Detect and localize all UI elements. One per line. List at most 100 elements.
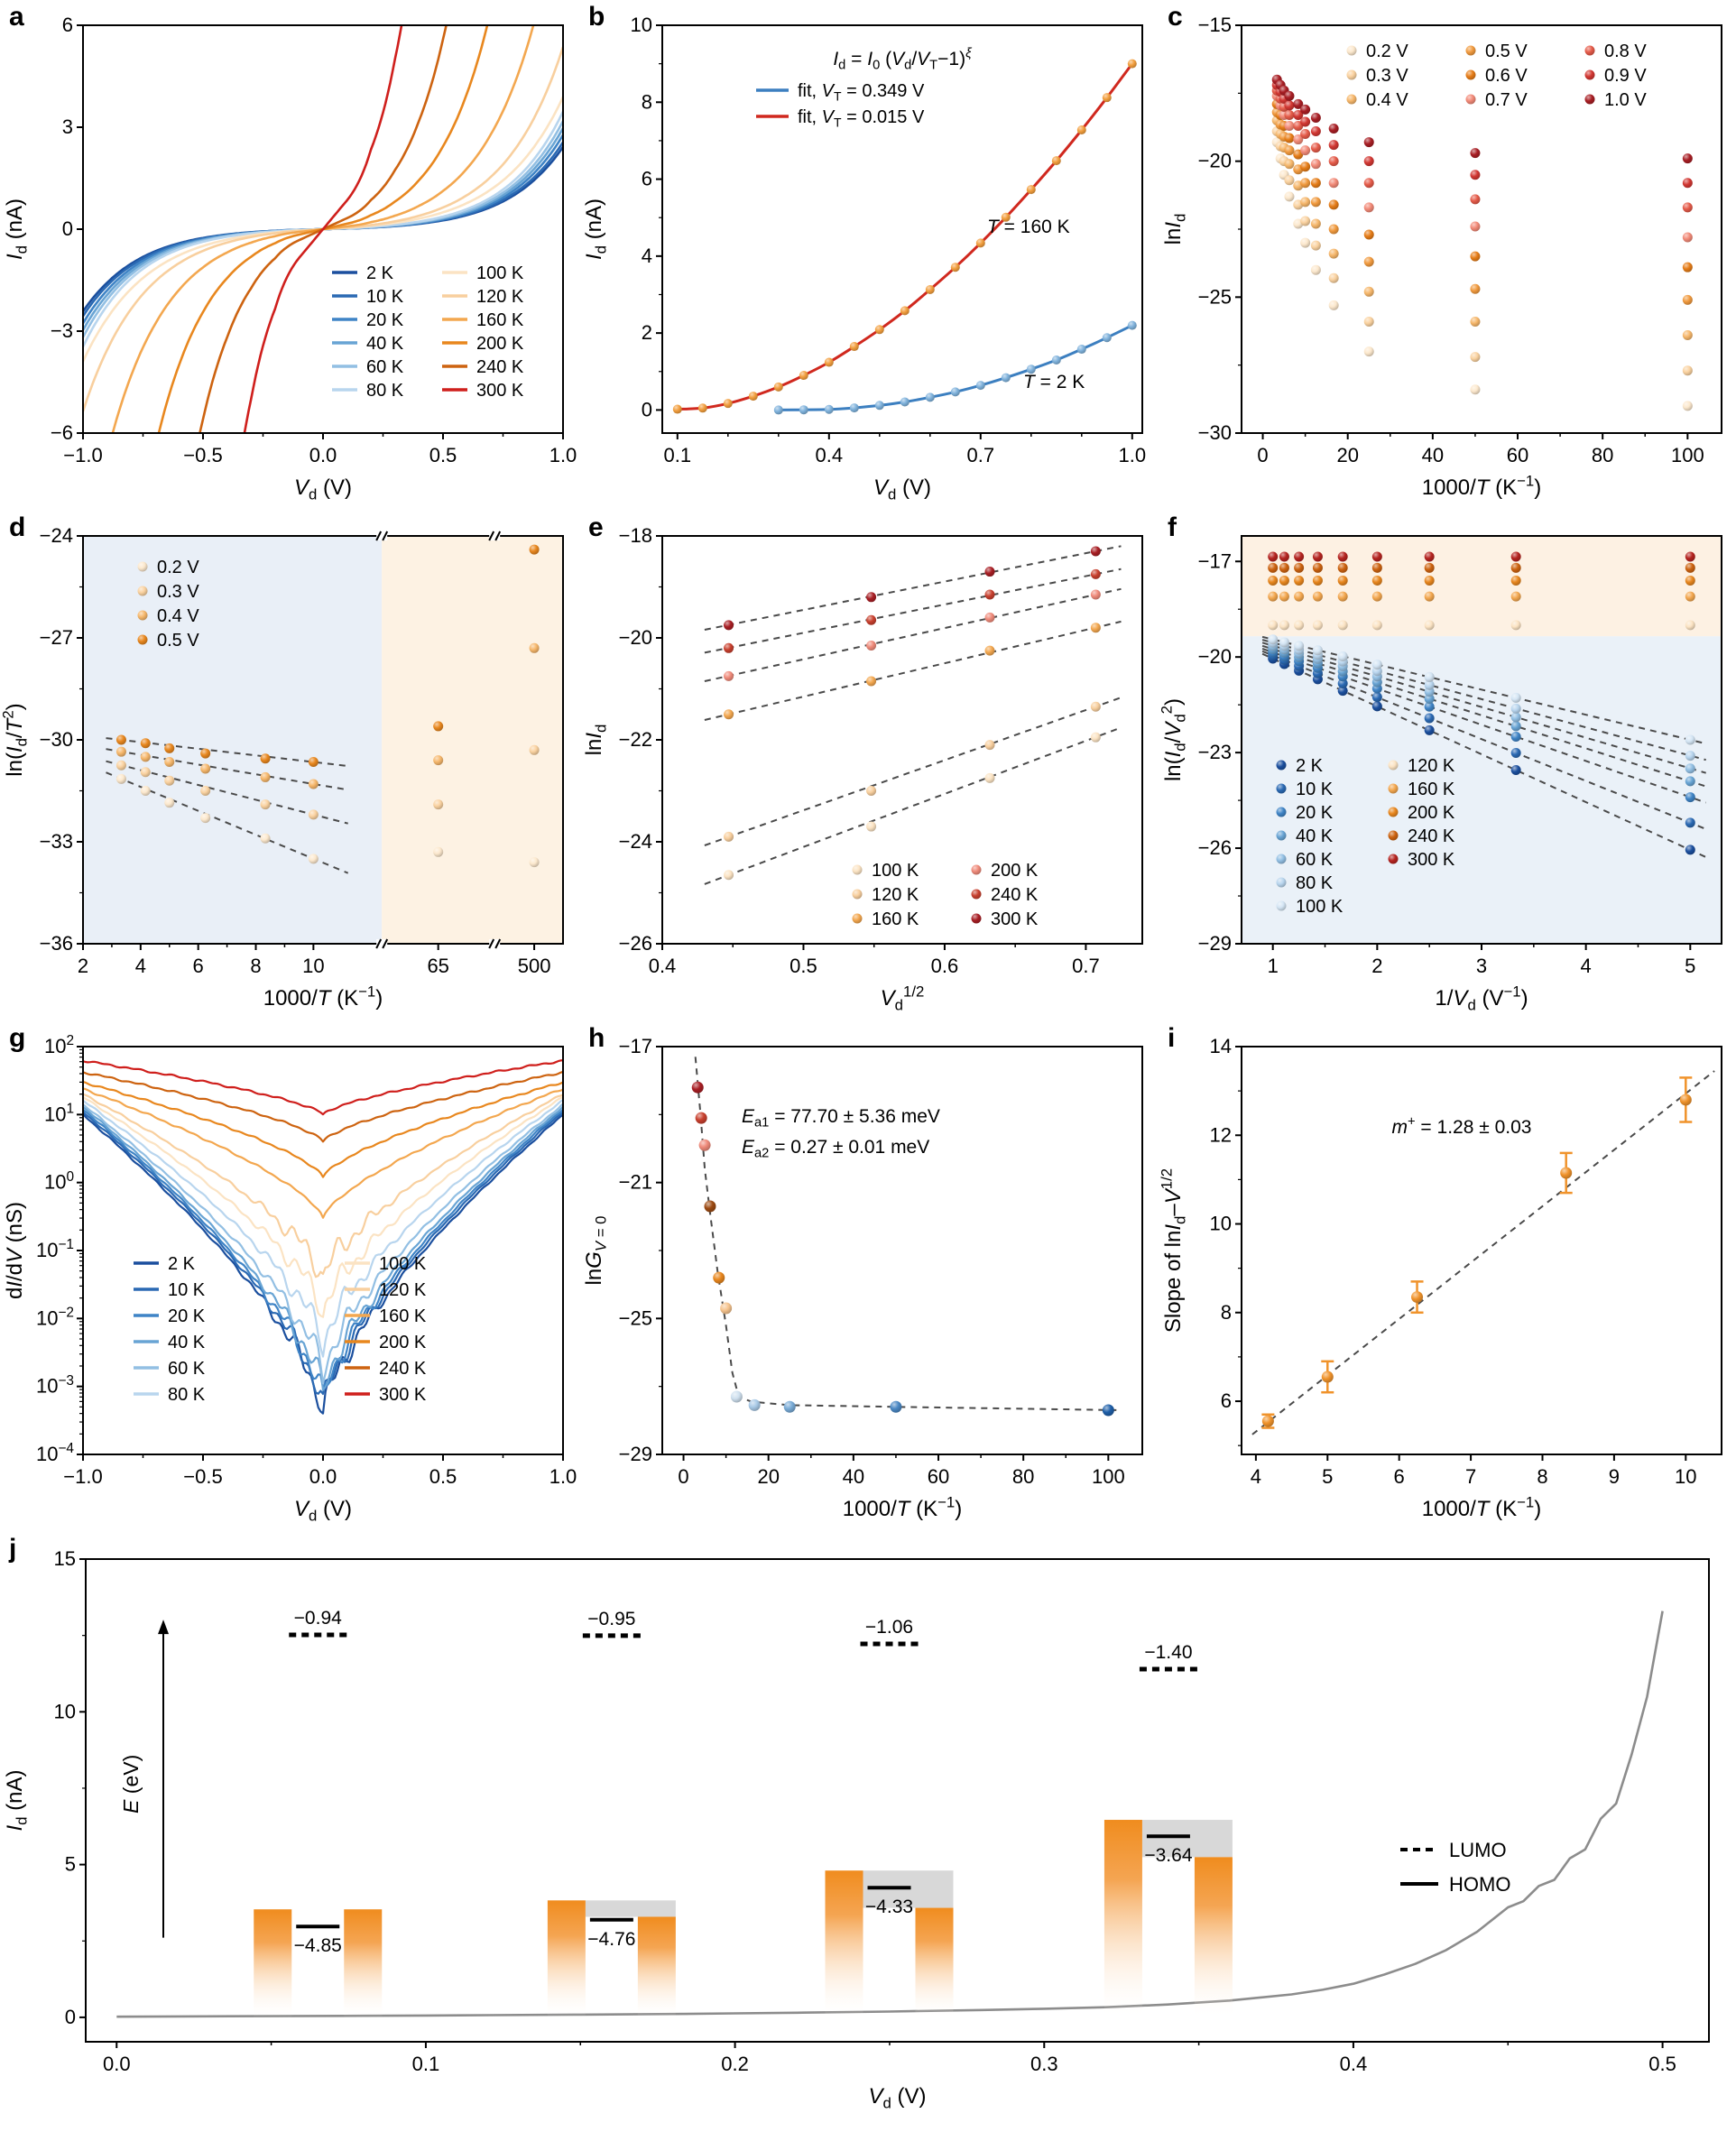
panel-c-chart: 0 20 40 60 80 100 −30 −25 −20 −15 1000/T (K−1) lnId… bbox=[1161, 14, 1722, 500]
svg-text:6: 6 bbox=[1221, 1389, 1232, 1412]
svg-text:0.5 V: 0.5 V bbox=[1485, 42, 1528, 61]
svg-text:0.1: 0.1 bbox=[664, 444, 692, 466]
svg-text:−1.06: −1.06 bbox=[865, 1617, 913, 1638]
svg-text:3: 3 bbox=[62, 115, 73, 138]
svg-text:0.7: 0.7 bbox=[1072, 955, 1100, 977]
svg-text:0.3: 0.3 bbox=[1030, 2053, 1058, 2075]
svg-text:ln(Id/Vd2): ln(Id/Vd2) bbox=[1159, 698, 1188, 781]
svg-text:0.0: 0.0 bbox=[309, 1465, 337, 1488]
svg-text:240 K: 240 K bbox=[476, 357, 524, 377]
svg-text:240 K: 240 K bbox=[379, 1359, 427, 1379]
svg-text:14: 14 bbox=[1210, 1035, 1232, 1057]
svg-text:0.4: 0.4 bbox=[1340, 2053, 1368, 2075]
svg-text:T = 160 K: T = 160 K bbox=[987, 217, 1070, 237]
panel-letter-j: j bbox=[9, 1534, 17, 1564]
svg-text:4: 4 bbox=[1581, 955, 1592, 977]
svg-text:1/Vd (V−1): 1/Vd (V−1) bbox=[1435, 983, 1528, 1013]
svg-text:−26: −26 bbox=[1198, 836, 1232, 859]
panel-letter-d: d bbox=[9, 512, 26, 542]
svg-text:120 K: 120 K bbox=[379, 1280, 427, 1300]
svg-text:Id = I0 (Vd/VT−1)ξ: Id = I0 (Vd/VT−1)ξ bbox=[833, 47, 973, 73]
svg-text:1000/T (K−1): 1000/T (K−1) bbox=[843, 1493, 963, 1521]
svg-text:Id (nA): Id (nA) bbox=[582, 198, 609, 260]
svg-text:1.0: 1.0 bbox=[1119, 444, 1147, 466]
svg-text:120 K: 120 K bbox=[1408, 756, 1455, 776]
svg-text:20: 20 bbox=[1336, 444, 1358, 466]
svg-text:2: 2 bbox=[78, 955, 88, 977]
svg-text:0.4: 0.4 bbox=[816, 444, 844, 466]
svg-text:−20: −20 bbox=[1198, 645, 1232, 668]
svg-text:2 K: 2 K bbox=[1296, 756, 1324, 776]
svg-text:4: 4 bbox=[135, 955, 146, 977]
svg-text:Vd (V): Vd (V) bbox=[868, 2084, 926, 2111]
svg-text:Vd (V): Vd (V) bbox=[873, 475, 931, 503]
svg-text:0.3 V: 0.3 V bbox=[157, 582, 199, 602]
svg-text:80: 80 bbox=[1592, 444, 1613, 466]
svg-text:T = 2 K: T = 2 K bbox=[1023, 372, 1085, 392]
svg-text:40: 40 bbox=[1422, 444, 1444, 466]
svg-text:40 K: 40 K bbox=[168, 1333, 206, 1352]
panel-c: c 0 20 40 60 80 100 −30 −25 −20 −15 1000/T (K−1) ln… bbox=[1159, 0, 1736, 511]
svg-text:Ea2 = 0.27 ± 0.01 meV: Ea2 = 0.27 ± 0.01 meV bbox=[742, 1137, 929, 1161]
panel-j-chart: 0.0 0.1 0.2 0.3 0.4 0.5 0 5 10 15 Vd (V) Id (nA) E (… bbox=[3, 1547, 1710, 2111]
svg-text:1.0 V: 1.0 V bbox=[1604, 90, 1647, 110]
panel-a: a −1.0 −0.5 0.0 0.5 1.0 −6 −3 0 3 6 Vd (V) Id (nA) 2… bbox=[0, 0, 577, 511]
svg-text:80 K: 80 K bbox=[366, 381, 404, 401]
panel-h-chart: 0 20 40 60 80 100 −29 −25 −21 −17 1000/T (K−1) lnGV… bbox=[582, 1035, 1143, 1521]
svg-text:20 K: 20 K bbox=[366, 310, 404, 330]
svg-text:160 K: 160 K bbox=[379, 1306, 427, 1326]
svg-text:10: 10 bbox=[54, 1700, 76, 1722]
svg-text:5: 5 bbox=[1685, 955, 1695, 977]
svg-text:15: 15 bbox=[54, 1547, 76, 1570]
svg-text:300 K: 300 K bbox=[379, 1385, 427, 1405]
svg-text:0.2: 0.2 bbox=[721, 2053, 749, 2075]
panel-letter-i: i bbox=[1168, 1023, 1176, 1053]
svg-text:10−2: 10−2 bbox=[36, 1306, 74, 1330]
svg-text:100 K: 100 K bbox=[379, 1254, 427, 1274]
svg-text:100 K: 100 K bbox=[1296, 897, 1344, 917]
svg-text:2: 2 bbox=[1371, 955, 1382, 977]
svg-text:65: 65 bbox=[427, 955, 448, 977]
svg-text:5: 5 bbox=[65, 1853, 76, 1876]
svg-text:40 K: 40 K bbox=[366, 334, 404, 354]
svg-text:100 K: 100 K bbox=[872, 861, 919, 881]
svg-text:−27: −27 bbox=[40, 626, 73, 649]
svg-text:Ea1 = 77.70 ± 5.36 meV: Ea1 = 77.70 ± 5.36 meV bbox=[742, 1106, 940, 1131]
panel-letter-h: h bbox=[588, 1023, 605, 1053]
svg-text:10: 10 bbox=[631, 14, 652, 36]
svg-text:2 K: 2 K bbox=[168, 1254, 196, 1274]
panel-a-chart: −1.0 −0.5 0.0 0.5 1.0 −6 −3 0 3 6 Vd (V) Id (nA) 2 K… bbox=[3, 14, 577, 503]
svg-text:10: 10 bbox=[1675, 1465, 1696, 1488]
svg-text:−20: −20 bbox=[619, 626, 652, 649]
svg-text:102: 102 bbox=[44, 1033, 74, 1057]
svg-text:0.8 V: 0.8 V bbox=[1604, 42, 1647, 61]
svg-text:60: 60 bbox=[1507, 444, 1528, 466]
svg-text:−33: −33 bbox=[40, 830, 73, 853]
svg-text:−17: −17 bbox=[1198, 549, 1232, 572]
svg-text:−3: −3 bbox=[51, 319, 73, 342]
svg-text:−17: −17 bbox=[619, 1035, 652, 1057]
svg-text:−25: −25 bbox=[619, 1306, 652, 1329]
svg-text:160 K: 160 K bbox=[1408, 780, 1455, 799]
svg-text:m+ = 1.28 ± 0.03: m+ = 1.28 ± 0.03 bbox=[1392, 1115, 1532, 1138]
svg-text:4: 4 bbox=[642, 245, 652, 267]
svg-text:1.0: 1.0 bbox=[549, 444, 577, 466]
svg-text:240 K: 240 K bbox=[1408, 826, 1455, 846]
panel-letter-a: a bbox=[9, 2, 24, 32]
svg-text:−1.0: −1.0 bbox=[63, 1465, 102, 1488]
panel-b-chart: 0.1 0.4 0.7 1.0 0 2 4 6 8 10 Vd (V) Id (nA) fit, VT … bbox=[582, 14, 1147, 503]
svg-text:1000/T (K−1): 1000/T (K−1) bbox=[263, 983, 383, 1011]
svg-text:Id (nA): Id (nA) bbox=[3, 198, 30, 260]
panel-letter-f: f bbox=[1168, 512, 1177, 542]
svg-text:20 K: 20 K bbox=[168, 1306, 206, 1326]
svg-text:0.4: 0.4 bbox=[649, 955, 677, 977]
svg-text:0.0: 0.0 bbox=[103, 2053, 131, 2075]
svg-text:1: 1 bbox=[1268, 955, 1279, 977]
svg-text:−30: −30 bbox=[1198, 421, 1232, 444]
svg-text:6: 6 bbox=[62, 14, 73, 36]
svg-text:Vd (V): Vd (V) bbox=[294, 475, 352, 503]
svg-text:200 K: 200 K bbox=[476, 334, 524, 354]
svg-text:lnGV = 0: lnGV = 0 bbox=[582, 1215, 609, 1285]
svg-text:200 K: 200 K bbox=[1408, 803, 1455, 823]
svg-text:160 K: 160 K bbox=[476, 310, 524, 330]
